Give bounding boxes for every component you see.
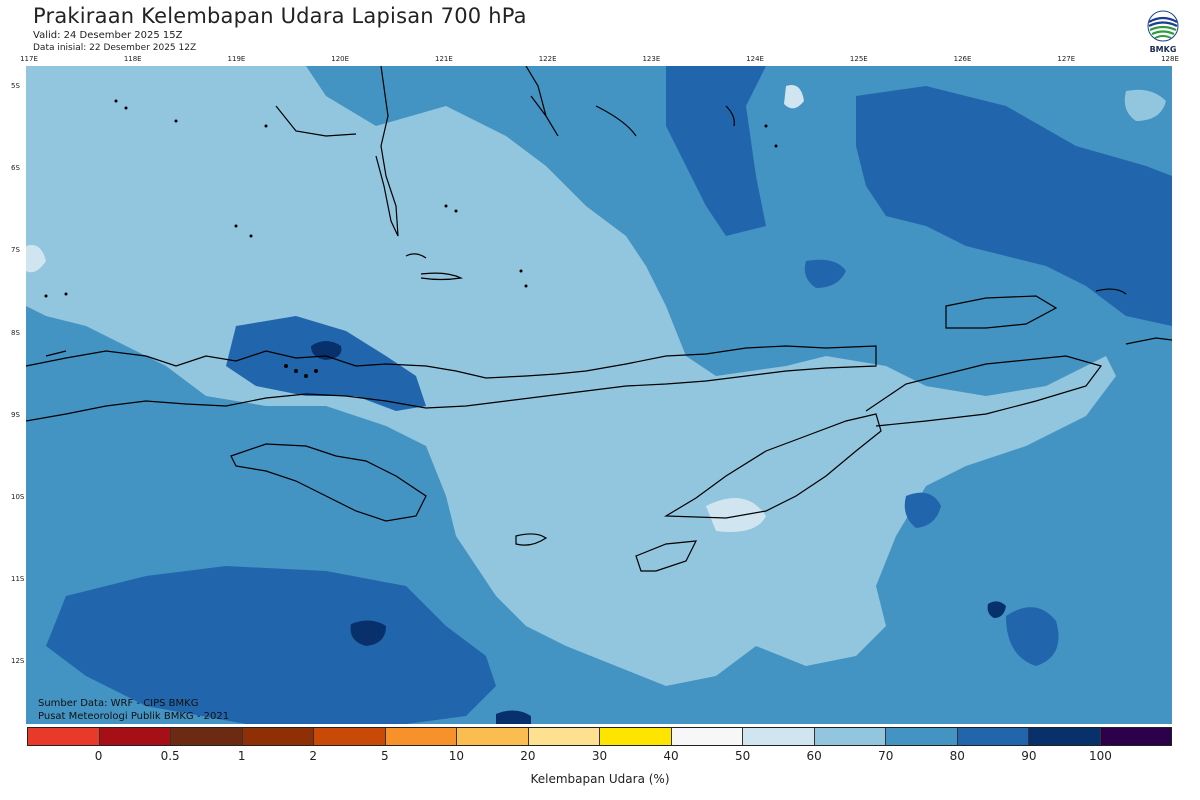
band-80-90-north-patch xyxy=(804,259,846,288)
lon-label: 123E xyxy=(642,55,661,63)
lon-label: 126E xyxy=(953,55,972,63)
legend-tick-label: 2 xyxy=(309,749,318,763)
band-80-90-southeast xyxy=(1006,607,1059,666)
lat-label: 6S xyxy=(11,164,20,173)
legend-color-cell xyxy=(957,728,1029,745)
legend-tick-label: 5 xyxy=(380,749,389,763)
legend-colorbar xyxy=(27,727,1172,746)
lon-label: 128E xyxy=(1161,55,1179,63)
band-50-60-patch-north xyxy=(784,85,804,109)
legend-tick-label: 100 xyxy=(1088,749,1112,763)
lon-label: 127E xyxy=(1057,55,1076,63)
legend-tick-label: 1 xyxy=(237,749,246,763)
legend-tick-label: 30 xyxy=(591,749,608,763)
band-80-90-east-patch xyxy=(904,492,941,528)
lat-label: 9S xyxy=(11,410,20,419)
legend-tick-label: 0 xyxy=(94,749,103,763)
legend-color-cell xyxy=(671,728,743,745)
band-70-80-patch-south xyxy=(596,682,626,706)
lon-label: 119E xyxy=(227,55,246,63)
lon-label: 121E xyxy=(435,55,453,63)
band-80-90-south xyxy=(46,566,496,724)
legend-title: Kelembapan Udara (%) xyxy=(530,772,670,786)
legend-tick-label: 60 xyxy=(806,749,822,763)
legend-color-cell xyxy=(814,728,886,745)
lat-label: 8S xyxy=(11,328,20,337)
band-90-100-core-2 xyxy=(350,620,386,646)
band-60-70-northwest xyxy=(26,126,276,306)
legend-color-cell xyxy=(385,728,457,745)
lat-label: 11S xyxy=(11,575,25,584)
source-line-1: Sumber Data: WRF - CIPS BMKG xyxy=(38,698,199,709)
legend-tick-label: 80 xyxy=(949,749,965,763)
legend-color-cell xyxy=(28,728,100,745)
lon-label: 125E xyxy=(849,55,868,63)
legend-color-cell xyxy=(600,728,672,745)
legend-color-cell xyxy=(528,728,600,745)
small-island-dots xyxy=(44,99,778,378)
legend-color-cell xyxy=(1029,728,1101,745)
legend-color-cell xyxy=(1100,728,1171,745)
band-60-70-region xyxy=(26,66,1116,686)
legend-tick-label: 20 xyxy=(520,749,536,763)
lon-label: 117E xyxy=(20,55,38,63)
initial-time: Data inisial: 22 Desember 2025 12Z xyxy=(33,43,197,53)
legend-tick-label: 90 xyxy=(1021,749,1037,763)
valid-time: Valid: 24 Desember 2025 15Z xyxy=(33,30,183,41)
lat-label: 10S xyxy=(11,493,25,501)
map-title: Prakiraan Kelembapan Udara Lapisan 700 h… xyxy=(33,4,527,28)
legend-tick-label: 10 xyxy=(448,749,465,763)
legend-tick-label: 40 xyxy=(663,749,679,763)
legend-color-cell xyxy=(99,728,171,745)
band-80-90-central xyxy=(226,316,426,411)
lon-label: 122E xyxy=(538,55,557,63)
band-50-60-patch-northwest xyxy=(26,245,46,273)
logo-label: BMKG xyxy=(1149,45,1177,54)
legend-color-cell xyxy=(314,728,386,745)
band-80-90-northeast xyxy=(666,66,766,236)
legend-tick-label: 50 xyxy=(734,749,751,763)
band-90-100-core-1 xyxy=(311,341,342,360)
lon-label: 118E xyxy=(123,55,142,63)
legend-color-cell xyxy=(242,728,314,745)
legend-color-cell xyxy=(171,728,243,745)
coastlines xyxy=(26,66,1172,572)
band-80-90-east xyxy=(856,86,1172,326)
band-90-100-core-4 xyxy=(496,710,531,724)
lat-label: 5S xyxy=(11,82,20,90)
band-90-100-core-3 xyxy=(987,601,1006,618)
legend-color-cell xyxy=(886,728,958,745)
lat-label: 12S xyxy=(11,657,25,666)
bmkg-logo: BMKG xyxy=(1145,10,1181,58)
legend-tick-label: 70 xyxy=(878,749,894,763)
band-50-60-patch-timor xyxy=(706,498,766,532)
legend-color-cell xyxy=(743,728,815,745)
lat-label: 7S xyxy=(11,246,20,255)
legend-tick-label: 0.5 xyxy=(160,749,180,763)
source-note: Sumber Data: WRF - CIPS BMKG Pusat Meteo… xyxy=(38,697,229,723)
lon-label: 124E xyxy=(746,55,764,63)
source-line-2: Pusat Meteorologi Publik BMKG - 2021 xyxy=(38,711,230,722)
lon-label: 120E xyxy=(331,55,350,63)
band-60-70-patch-northeast xyxy=(1124,89,1166,121)
legend-color-cell xyxy=(457,728,529,745)
humidity-map xyxy=(26,66,1172,724)
